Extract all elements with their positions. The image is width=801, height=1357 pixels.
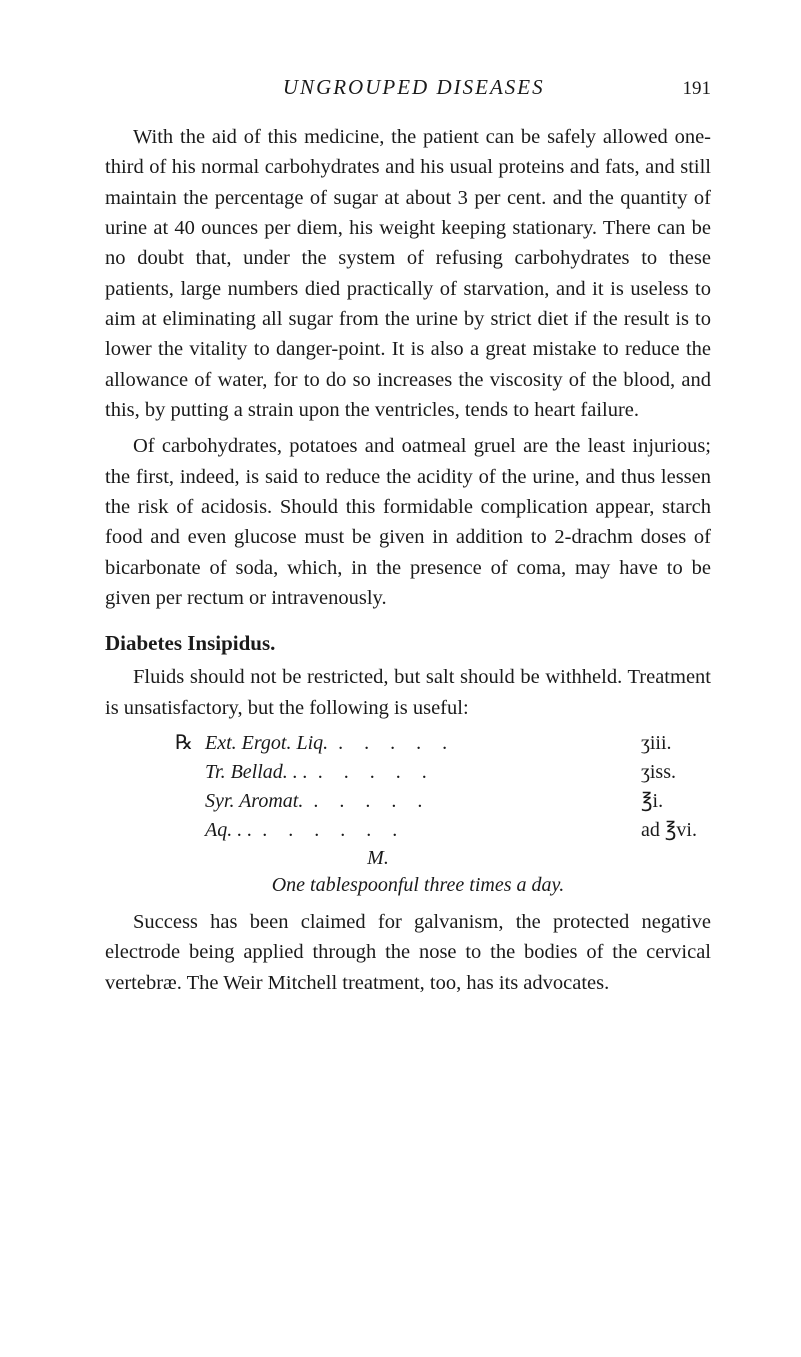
rx-dots: . . . . . . <box>252 816 641 845</box>
rx-dots: . . . . . <box>328 729 641 758</box>
prescription-m: M. <box>105 847 651 870</box>
paragraph-2: Of carbohydrates, potatoes and oatmeal g… <box>105 431 711 613</box>
prescription-row-1: ℞ Ext. Ergot. Liq. . . . . . ʒiii. <box>175 729 711 758</box>
prescription-row-2: Tr. Bellad. . . . . . . . ʒiss. <box>175 758 711 787</box>
paragraph-4: Success has been claimed for galvanism, … <box>105 907 711 998</box>
paragraph-3: Fluids should not be restricted, but sal… <box>105 662 711 723</box>
rx-blank <box>175 758 205 787</box>
rx-symbol: ℞ <box>175 729 205 758</box>
rx-blank <box>175 787 205 816</box>
rx-dose: ʒiii. <box>641 729 711 758</box>
rx-name: Syr. Aromat. <box>205 787 303 816</box>
rx-name: Aq. . . <box>205 816 252 845</box>
page-header: UNGROUPED DISEASES 191 <box>105 75 711 100</box>
rx-name: Tr. Bellad. . . <box>205 758 308 787</box>
running-head: UNGROUPED DISEASES <box>145 75 683 100</box>
rx-dose: ad ℥vi. <box>641 816 711 845</box>
page-number: 191 <box>683 78 712 100</box>
rx-blank <box>175 816 205 845</box>
rx-dose: ℥i. <box>641 787 711 816</box>
rx-dose: ʒiss. <box>641 758 711 787</box>
rx-dots: . . . . . <box>303 787 641 816</box>
prescription-row-3: Syr. Aromat. . . . . . ℥i. <box>175 787 711 816</box>
rx-name: Ext. Ergot. Liq. <box>205 729 328 758</box>
paragraph-1: With the aid of this medicine, the patie… <box>105 122 711 425</box>
page: UNGROUPED DISEASES 191 With the aid of t… <box>0 0 801 1064</box>
rx-dots: . . . . . <box>308 758 641 787</box>
section-heading: Diabetes Insipidus. <box>105 631 711 656</box>
prescription-directions: One tablespoonful three times a day. <box>125 874 711 897</box>
prescription-row-4: Aq. . . . . . . . . ad ℥vi. <box>175 816 711 845</box>
